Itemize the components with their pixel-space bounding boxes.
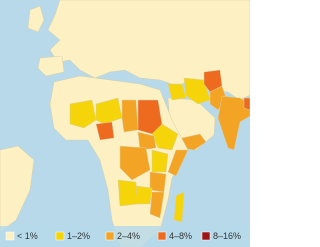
legend-swatch [105, 231, 115, 241]
mozambique [149, 191, 165, 219]
zambia [135, 185, 153, 205]
iraq [167, 83, 187, 101]
angola [117, 179, 139, 207]
legend-label: 4–8% [169, 231, 192, 241]
legend-swatch [55, 231, 65, 241]
legend: < 1% 1–2% 2–4% 4–8% 8–16% [5, 231, 241, 241]
bangladesh [243, 97, 250, 111]
drc [119, 145, 151, 181]
india [217, 95, 250, 151]
legend-swatch [157, 231, 167, 241]
kenya [151, 149, 169, 173]
south-america [0, 145, 35, 233]
somalia [167, 149, 189, 177]
legend-swatch [5, 231, 15, 241]
niger [95, 97, 123, 125]
legend-label: 2–4% [117, 231, 140, 241]
map: < 1% 1–2% 2–4% 4–8% 8–16% [0, 0, 250, 247]
nigeria [95, 121, 115, 141]
iran [183, 77, 211, 105]
legend-background [0, 226, 250, 247]
legend-label: 8–16% [213, 231, 241, 241]
legend-label: 1–2% [67, 231, 90, 241]
mali [69, 99, 97, 129]
britain [27, 5, 45, 33]
madagascar [173, 191, 185, 223]
legend-label: < 1% [17, 231, 38, 241]
tanzania [149, 171, 167, 193]
ethiopia [151, 123, 179, 151]
legend-swatch [201, 231, 211, 241]
eurasia [47, 0, 250, 101]
chad [121, 99, 139, 133]
iberia [37, 55, 65, 77]
south-sudan [137, 131, 157, 151]
